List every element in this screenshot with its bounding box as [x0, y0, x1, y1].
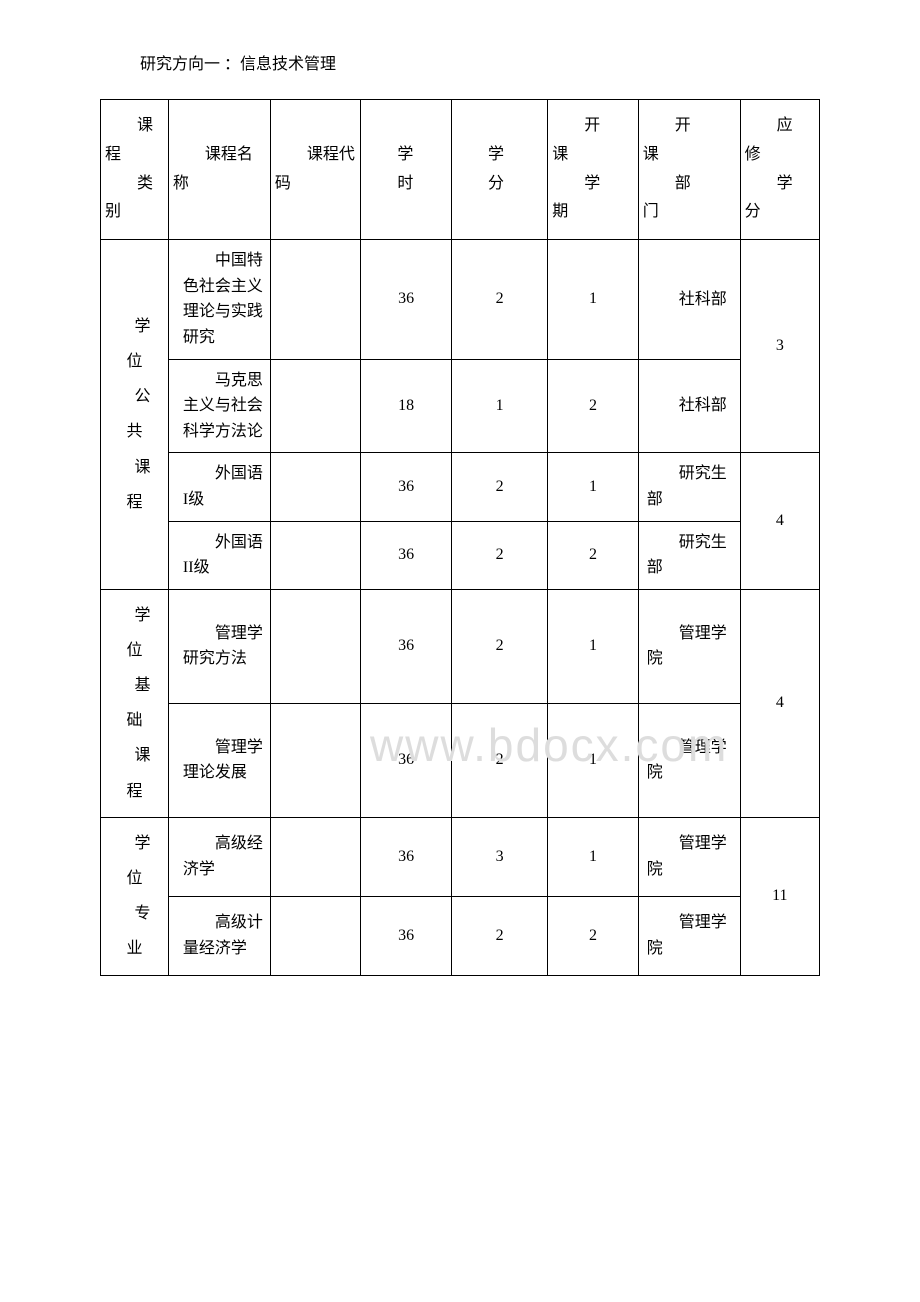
course-name-cell: 外国语II级	[168, 521, 270, 589]
curriculum-table: 课程 类别 课程名称 课程代码 学 时 学 分 开课 学期 开课 部门 应修 学…	[100, 99, 820, 976]
table-header-row: 课程 类别 课程名称 课程代码 学 时 学 分 开课 学期 开课 部门 应修 学…	[101, 100, 820, 240]
page-title: 研究方向一 ：信息技术管理	[140, 50, 820, 74]
hours-cell: 36	[361, 896, 452, 975]
credits-cell: 1	[451, 359, 547, 453]
hours-cell: 36	[361, 521, 452, 589]
table-row: 学位 公共 课程 中国特色社会主义理论与实践研究 36 2 1 社科部 3	[101, 240, 820, 359]
header-course-name: 课程名称	[168, 100, 270, 240]
department-cell: 社科部	[638, 240, 740, 359]
credits-cell: 2	[451, 521, 547, 589]
header-required-credits: 应修 学分	[740, 100, 819, 240]
department-cell: 研究生部	[638, 521, 740, 589]
hours-cell: 36	[361, 589, 452, 703]
hours-cell: 36	[361, 453, 452, 521]
document-container: 研究方向一 ：信息技术管理 www.bdocx.com 课程 类别 课程名称 课…	[100, 50, 820, 976]
course-code-cell	[270, 896, 361, 975]
hours-cell: 36	[361, 240, 452, 359]
course-code-cell	[270, 817, 361, 896]
department-cell: 研究生部	[638, 453, 740, 521]
department-cell: 管理学院	[638, 589, 740, 703]
category-cell: 学位 基础 课程	[101, 589, 169, 817]
credits-cell: 2	[451, 896, 547, 975]
semester-cell: 1	[548, 703, 639, 817]
course-name-cell: 管理学理论发展	[168, 703, 270, 817]
department-cell: 管理学院	[638, 817, 740, 896]
table-row: 外国语II级 36 2 2 研究生部	[101, 521, 820, 589]
category-cell: 学位 专业	[101, 817, 169, 975]
credits-cell: 2	[451, 240, 547, 359]
category-cell: 学位 公共 课程	[101, 240, 169, 590]
course-code-cell	[270, 703, 361, 817]
header-course-code: 课程代码	[270, 100, 361, 240]
semester-cell: 2	[548, 521, 639, 589]
department-cell: 管理学院	[638, 703, 740, 817]
required-credits-cell: 4	[740, 453, 819, 589]
course-name-cell: 高级计量经济学	[168, 896, 270, 975]
credits-cell: 2	[451, 453, 547, 521]
header-department: 开课 部门	[638, 100, 740, 240]
header-category: 课程 类别	[101, 100, 169, 240]
hours-cell: 36	[361, 817, 452, 896]
course-code-cell	[270, 521, 361, 589]
hours-cell: 36	[361, 703, 452, 817]
course-code-cell	[270, 359, 361, 453]
course-name-cell: 中国特色社会主义理论与实践研究	[168, 240, 270, 359]
course-name-cell: 管理学研究方法	[168, 589, 270, 703]
course-code-cell	[270, 453, 361, 521]
semester-cell: 1	[548, 817, 639, 896]
table-row: 学位 基础 课程 管理学研究方法 36 2 1 管理学院 4	[101, 589, 820, 703]
department-cell: 社科部	[638, 359, 740, 453]
semester-cell: 1	[548, 589, 639, 703]
semester-cell: 1	[548, 453, 639, 521]
credits-cell: 3	[451, 817, 547, 896]
hours-cell: 18	[361, 359, 452, 453]
course-code-cell	[270, 240, 361, 359]
department-cell: 管理学院	[638, 896, 740, 975]
semester-cell: 2	[548, 359, 639, 453]
course-code-cell	[270, 589, 361, 703]
course-name-cell: 外国语I级	[168, 453, 270, 521]
header-hours: 学 时	[361, 100, 452, 240]
table-row: 马克思主义与社会科学方法论 18 1 2 社科部	[101, 359, 820, 453]
credits-cell: 2	[451, 589, 547, 703]
required-credits-cell: 11	[740, 817, 819, 975]
table-row: 管理学理论发展 36 2 1 管理学院	[101, 703, 820, 817]
required-credits-cell: 4	[740, 589, 819, 817]
semester-cell: 1	[548, 240, 639, 359]
table-row: 高级计量经济学 36 2 2 管理学院	[101, 896, 820, 975]
semester-cell: 2	[548, 896, 639, 975]
course-name-cell: 马克思主义与社会科学方法论	[168, 359, 270, 453]
course-name-cell: 高级经济学	[168, 817, 270, 896]
header-semester: 开课 学期	[548, 100, 639, 240]
header-credits: 学 分	[451, 100, 547, 240]
table-row: 学位 专业 高级经济学 36 3 1 管理学院 11	[101, 817, 820, 896]
credits-cell: 2	[451, 703, 547, 817]
table-row: 外国语I级 36 2 1 研究生部 4	[101, 453, 820, 521]
required-credits-cell: 3	[740, 240, 819, 453]
